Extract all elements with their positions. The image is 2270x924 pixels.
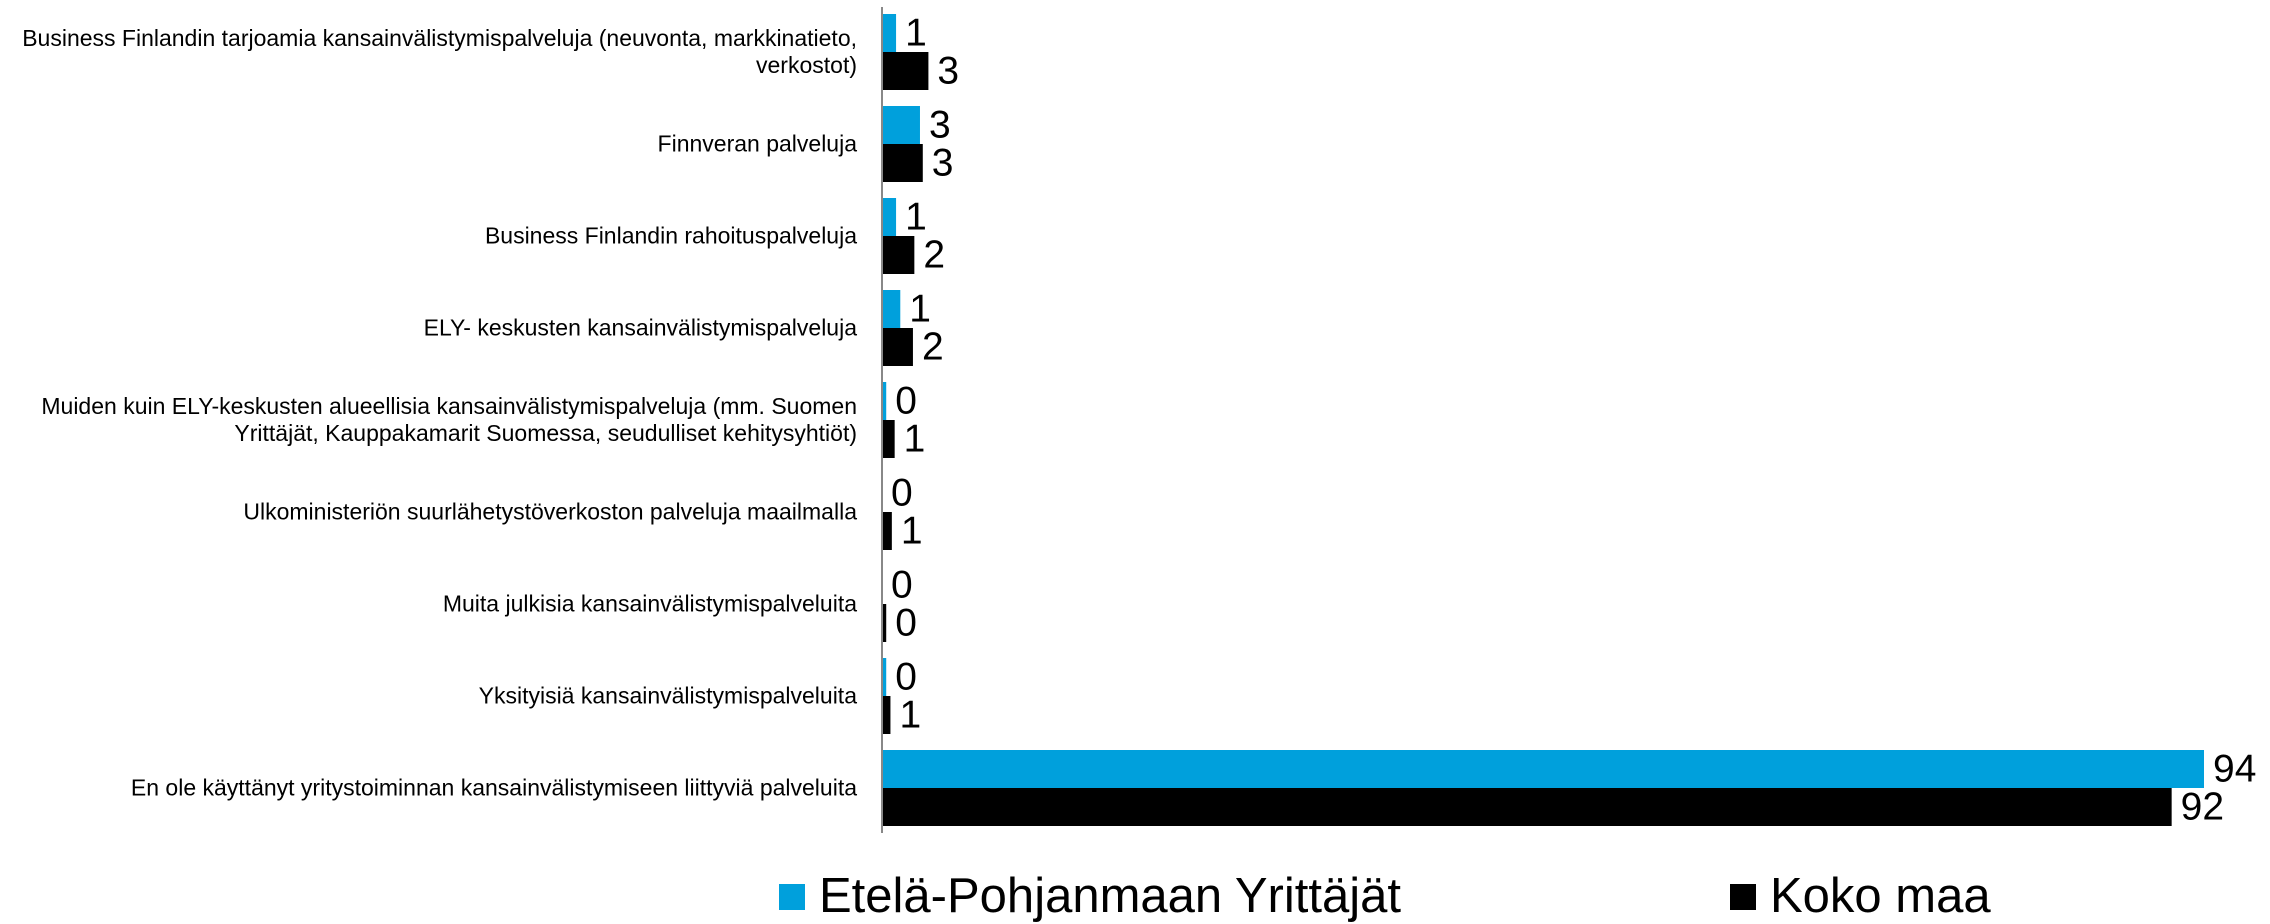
category-label: Muiden kuin ELY-keskusten alueellisia ka… <box>41 393 857 446</box>
value-label: 3 <box>932 141 954 184</box>
bar <box>882 14 897 52</box>
value-label: 1 <box>901 509 923 552</box>
bar <box>882 604 887 642</box>
value-label: 1 <box>905 11 927 54</box>
bar <box>882 52 929 90</box>
value-label: 1 <box>909 287 931 330</box>
value-label: 1 <box>899 693 921 736</box>
bar <box>882 290 901 328</box>
value-label: 2 <box>922 325 944 368</box>
category-label: En ole käyttänyt yritystoiminnan kansain… <box>130 774 857 801</box>
value-label: 3 <box>937 49 959 92</box>
bar <box>882 750 2204 788</box>
bar <box>882 328 913 366</box>
bar <box>882 144 923 182</box>
value-label: 2 <box>923 233 945 276</box>
value-label: 94 <box>2213 747 2256 790</box>
category-label: Business Finlandin rahoituspalveluja <box>484 222 857 249</box>
category-label: Ulkoministeriön suurlähetystöverkoston p… <box>243 498 857 525</box>
category-label: Muita julkisia kansainvälistymispalvelui… <box>442 590 857 617</box>
bar <box>882 106 920 144</box>
legend-label: Koko maa <box>1770 869 1991 923</box>
bar <box>882 658 887 696</box>
value-label: 3 <box>929 103 951 146</box>
value-label: 0 <box>895 601 917 644</box>
bar <box>882 198 897 236</box>
bar <box>882 696 891 734</box>
value-label: 1 <box>905 195 927 238</box>
category-label: Finnveran palveluja <box>657 130 857 157</box>
bar <box>882 236 915 274</box>
bar <box>882 512 892 550</box>
value-label: 0 <box>895 655 917 698</box>
value-label: 0 <box>891 563 913 606</box>
legend-swatch <box>1730 884 1756 910</box>
category-label: ELY- keskusten kansainvälistymispalveluj… <box>423 314 857 341</box>
bar <box>882 420 895 458</box>
value-label: 92 <box>2181 785 2224 828</box>
category-label: Business Finlandin tarjoamia kansainväli… <box>22 25 857 78</box>
bar <box>882 382 887 420</box>
legend-label: Etelä-Pohjanmaan Yrittäjät <box>819 869 1401 923</box>
bar <box>882 788 2172 826</box>
value-label: 0 <box>891 471 913 514</box>
legend-swatch <box>779 884 805 910</box>
value-label: 0 <box>895 379 917 422</box>
value-label: 1 <box>904 417 926 460</box>
category-label: Yksityisiä kansainvälistymispalveluita <box>478 682 857 709</box>
